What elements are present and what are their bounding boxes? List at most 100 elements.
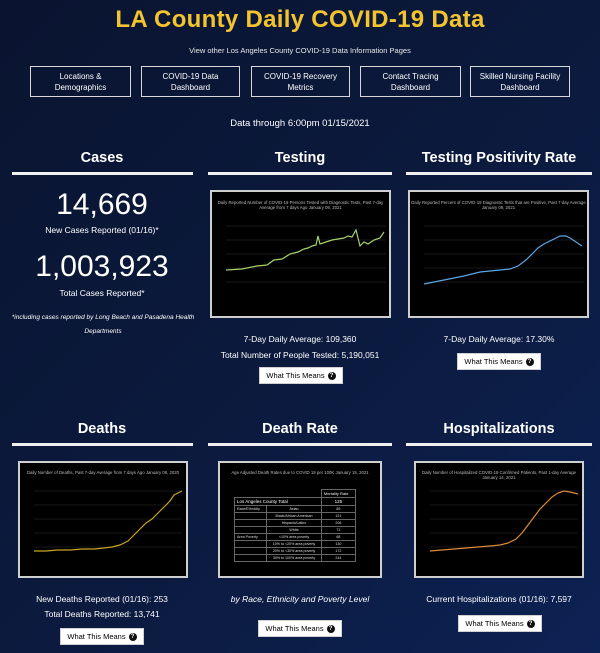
deaths-section-title: Deaths [77,421,127,437]
testing-chart: Daily Reported Number of COVID-19 Person… [210,190,391,318]
cases-divider [12,172,193,175]
positivity-line-svg [423,225,584,285]
new-deaths-reported: New Deaths Reported (01/16): 253 [36,594,168,604]
death-rate-divider [208,443,392,446]
deaths-divider [12,443,193,446]
row-group [233,526,268,534]
testing-7day-average: 7-Day Daily Average: 109,360 [243,334,357,344]
deaths-line-svg [34,490,183,552]
deaths-chart: Daily Number of Deaths, Past 7-day Avera… [18,461,188,578]
new-cases-label: New Cases Reported (01/16)* [45,225,159,235]
deaths-what-this-means-label: What This Means [67,632,126,641]
testing-line-svg [225,225,386,283]
testing-chart-title: Daily Reported Number of COVID-19 Person… [217,200,384,210]
hospitalizations-section-title: Hospitalizations [443,421,555,437]
row-label: 10% to <20% area poverty [266,540,322,548]
question-icon: ? [128,632,137,641]
row-label: White [266,526,322,534]
total-cases-label: Total Cases Reported* [59,288,145,298]
row-group: Race/Ethnicity [233,505,268,513]
death-rate-table-box: Age Adjusted Death Rates due to COVID 19… [218,461,382,578]
question-icon: ? [326,624,335,633]
row-label: Asian [266,505,322,513]
positivity-chart-title: Daily Reported Percent of COVID-19 Diagn… [411,200,586,210]
table-row: Hispanic/Latino 206 [233,519,357,527]
death-rate-chart-title: Age Adjusted Death Rates due to COVID 19… [231,470,369,475]
nav-skilled-nursing-button[interactable]: Skilled Nursing Facility Dashboard [470,66,570,97]
hospitalizations-what-this-means-button[interactable]: What This Means? [458,615,542,632]
deaths-chart-title: Daily Number of Deaths, Past 7-day Avera… [26,470,180,475]
mortality-rate-header: Mortality Rate [320,489,357,498]
row-group [233,554,268,562]
question-icon: ? [525,357,534,366]
row-value: 121 [320,512,357,520]
hospitalizations-line-svg [429,490,579,552]
cases-section-title: Cases [80,150,124,166]
la-total-value: 125 [320,497,357,506]
nav-locations-demographics-button[interactable]: Locations & Demographics [30,66,131,97]
row-group [233,519,268,527]
row-group: Area Poverty [233,533,268,541]
positivity-chart: Daily Reported Percent of COVID-19 Diagn… [408,190,589,318]
table-row: White 71 [233,526,357,534]
positivity-line [423,235,583,285]
row-value: 89 [320,505,357,513]
positivity-what-this-means-label: What This Means [464,357,523,366]
hospitalizations-what-this-means-label: What This Means [465,619,524,628]
table-row: 10% to <20% area poverty 130 [233,540,357,548]
nav-buttons: Locations & Demographics COVID-19 Data D… [30,66,575,98]
data-through-text: Data through 6:00pm 01/15/2021 [230,118,370,129]
row-value: 172 [320,547,357,555]
row-label: <10% area poverty [266,533,322,541]
death-rate-caption: by Race, Ethnicity and Poverty Level [230,594,370,604]
hospitalizations-chart: Daily Number of Hospitalized COVID-19 Co… [414,461,584,578]
deaths-line [34,490,183,552]
question-icon: ? [327,371,336,380]
view-other-pages-text: View other Los Angeles County COVID-19 D… [189,46,411,55]
row-value: 71 [320,526,357,534]
hospitalizations-line [429,490,579,552]
table-row: Mortality Rate [235,489,357,498]
row-value: 206 [320,519,357,527]
question-icon: ? [526,619,535,628]
row-label: 30% to 100% area poverty [266,554,322,562]
table-row: Los Angeles County Total 125 [234,497,357,506]
testing-what-this-means-label: What This Means [266,371,325,380]
testing-total-tested: Total Number of People Tested: 5,190,051 [220,350,380,360]
testing-line [225,228,385,271]
table-row: Black/African American 121 [233,512,357,520]
testing-what-this-means-button[interactable]: What This Means? [259,367,343,384]
death-rate-table: Mortality Rate Los Angeles County Total … [233,489,357,562]
row-group [233,540,268,548]
positivity-what-this-means-button[interactable]: What This Means? [457,353,541,370]
new-cases-value: 14,669 [56,188,148,221]
row-label: 20% to <30% area poverty [266,547,322,555]
table-row: Race/Ethnicity Asian 89 [233,505,357,513]
nav-contact-tracing-button[interactable]: Contact Tracing Dashboard [360,66,461,97]
positivity-7day-average: 7-Day Daily Average: 17.30% [443,334,555,344]
testing-section-title: Testing [274,150,326,166]
cases-footnote: *including cases reported by Long Beach … [11,314,195,335]
page-title: LA County Daily COVID-19 Data [115,6,485,33]
row-group [233,512,268,520]
total-cases-value: 1,003,923 [35,250,169,283]
positivity-section-title: Testing Positivity Rate [421,150,577,166]
death-rate-what-this-means-button[interactable]: What This Means? [258,620,342,637]
hospitalizations-chart-title: Daily Number of Hospitalized COVID-19 Co… [422,470,576,480]
hospitalizations-divider [406,443,592,446]
death-rate-section-title: Death Rate [262,421,338,437]
la-total-label: Los Angeles County Total [234,497,322,506]
table-row: Area Poverty <10% area poverty 68 [233,533,357,541]
positivity-divider [406,172,592,175]
deaths-what-this-means-button[interactable]: What This Means? [60,628,144,645]
testing-divider [208,172,392,175]
row-value: 68 [320,533,357,541]
death-rate-what-this-means-label: What This Means [265,624,324,633]
table-row: 30% to 100% area poverty 244 [233,554,357,562]
nav-data-dashboard-button[interactable]: COVID-19 Data Dashboard [141,66,240,97]
nav-recovery-metrics-button[interactable]: COVID-19 Recovery Metrics [251,66,350,97]
current-hospitalizations: Current Hospitalizations (01/16): 7,597 [426,594,572,604]
row-label: Black/African American [266,512,322,520]
row-value: 130 [320,540,357,548]
total-deaths-reported: Total Deaths Reported: 13,741 [44,609,160,619]
